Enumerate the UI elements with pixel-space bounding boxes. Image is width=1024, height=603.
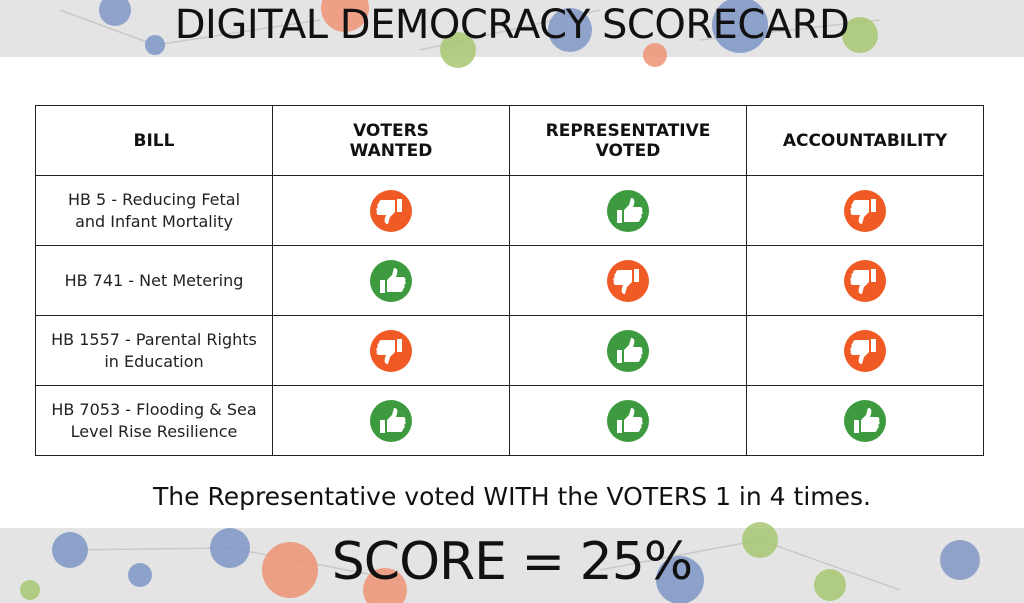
vote-cell [272, 245, 510, 316]
thumb-up [370, 259, 412, 302]
vote-cell [746, 315, 984, 386]
summary: The Representative voted WITH the VOTERS… [153, 482, 871, 511]
thumb-down [844, 259, 886, 302]
thumb-down [607, 259, 649, 302]
title: DIGITAL DEMOCRACY SCORECARD [174, 2, 850, 48]
header-line: VOTERS [353, 120, 429, 141]
vote-cell [509, 175, 747, 246]
header-line: BILL [133, 130, 175, 151]
vote-cell [509, 315, 747, 386]
vote-cell [272, 315, 510, 386]
header-line: REPRESENTATIVE [545, 120, 711, 141]
column-header: REPRESENTATIVE VOTED [509, 105, 747, 176]
thumb-up [370, 399, 412, 442]
vote-cell [746, 245, 984, 316]
score: SCORE = 25% [331, 532, 693, 592]
bill-cell: HB 5 - Reducing Fetal and Infant Mortalit… [35, 175, 273, 246]
thumb-up [607, 329, 649, 372]
vote-cell [746, 175, 984, 246]
vote-cell [272, 175, 510, 246]
thumb-down [370, 189, 412, 232]
bill-cell: HB 1557 - Parental Rights in Education [35, 315, 273, 386]
bill-line: HB 5 - Reducing Fetal [67, 189, 241, 209]
bill-cell: HB 7053 - Flooding & Sea Level Rise Resil… [35, 385, 273, 456]
column-header: VOTERS WANTED [272, 105, 510, 176]
vote-cell [272, 385, 510, 456]
bill-row: HB 741 - Net Metering [35, 245, 984, 316]
bill-row: HB 7053 - Flooding & Sea Level Rise Resil… [35, 385, 984, 456]
header-line: WANTED [349, 140, 433, 161]
bill-line: and Infant Mortality [75, 211, 233, 231]
header-line: ACCOUNTABILITY [782, 130, 948, 151]
vote-cell [746, 385, 984, 456]
bill-row: HB 1557 - Parental Rights in Education [35, 315, 984, 386]
thumb-up [607, 399, 649, 442]
bill-line: HB 7053 - Flooding & Sea [51, 399, 257, 419]
column-header: BILL [35, 105, 273, 176]
thumb-down [844, 189, 886, 232]
thumb-up [844, 399, 886, 442]
bill-line: Level Rise Resilience [70, 421, 238, 441]
header-row: BILL VOTERS WANTED REPRESENTATIVE VOTED ACCOU… [35, 105, 984, 176]
bill-line: HB 741 - Net Metering [64, 270, 244, 290]
bill-cell: HB 741 - Net Metering [35, 245, 273, 316]
header-line: VOTED [595, 140, 661, 161]
thumb-up [607, 189, 649, 232]
bill-line: HB 1557 - Parental Rights [51, 329, 257, 349]
bill-line: in Education [104, 351, 204, 371]
thumb-down [370, 329, 412, 372]
vote-cell [509, 245, 747, 316]
vote-cell [509, 385, 747, 456]
bill-row: HB 5 - Reducing Fetal and Infant Mortalit… [35, 175, 984, 246]
scorecard-table: BILL VOTERS WANTED REPRESENTATIVE VOTED ACCOU… [35, 105, 984, 456]
thumb-down [844, 329, 886, 372]
column-header: ACCOUNTABILITY [746, 105, 984, 176]
